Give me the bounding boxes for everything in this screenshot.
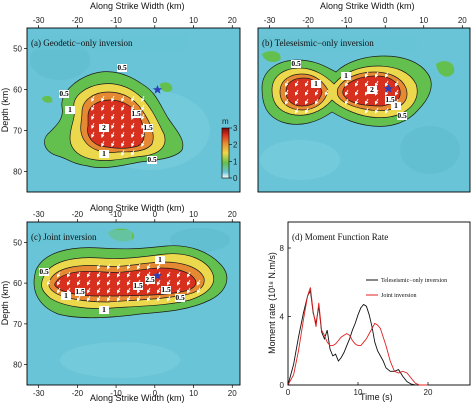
x-tick-label: -30 bbox=[264, 16, 276, 25]
contour-label: 0.5 bbox=[175, 293, 185, 302]
x-tick-label: 20 bbox=[228, 389, 237, 398]
contour-label: 1 bbox=[64, 291, 68, 300]
colorbar-tick: 0 bbox=[233, 174, 238, 183]
y-tick-label: 80 bbox=[13, 168, 22, 177]
top-axis-title: Along Strike Width (km) bbox=[90, 1, 185, 11]
x-tick-label: 10 bbox=[419, 16, 428, 25]
contour-label: 0.5 bbox=[39, 267, 49, 276]
contour-label: 0.5 bbox=[59, 89, 69, 98]
y-tick-label: 50 bbox=[13, 238, 22, 247]
contour-label: 1.5 bbox=[161, 285, 171, 294]
contour-label: 0.5 bbox=[291, 59, 301, 68]
svg-text:Depth (km): Depth (km) bbox=[0, 281, 10, 326]
moment-rate-ylabel: Moment rate (10¹⁸ N.m/s) bbox=[267, 252, 277, 354]
colorbar-tick: 1 bbox=[233, 157, 238, 166]
colorbar-tick: 3 bbox=[233, 124, 238, 133]
contour-label: 1 bbox=[394, 101, 398, 110]
x-tick-label: 10 bbox=[189, 389, 198, 398]
x-tick-label: -30 bbox=[33, 389, 45, 398]
contour-label: 1 bbox=[102, 149, 106, 158]
x-tick-label: -20 bbox=[72, 389, 84, 398]
depth-axis-title-a: Depth (km) bbox=[0, 88, 10, 133]
x-tick-label: 0 bbox=[286, 388, 291, 397]
panel-d-title: (d) Moment Function Rate bbox=[292, 232, 388, 242]
x-tick-label: -20 bbox=[72, 210, 84, 219]
svg-text:Depth (km): Depth (km) bbox=[0, 88, 10, 133]
top-axis-title-b: Along Strike Width (km) bbox=[320, 1, 415, 11]
contour-label: 2 bbox=[370, 85, 374, 94]
contour-label: 2 bbox=[102, 123, 106, 132]
contour-label: 2.5 bbox=[145, 275, 155, 284]
x-tick-label: -10 bbox=[110, 16, 122, 25]
contour-label: 1 bbox=[68, 105, 72, 114]
y-tick-label: 4 bbox=[280, 313, 285, 322]
y-tick-label: 60 bbox=[13, 86, 22, 95]
contour-label: 0.5 bbox=[117, 63, 127, 72]
panel-a-x-ticks: -30 -20 -10 0 10 20 bbox=[33, 16, 237, 28]
contour-label: 1.5 bbox=[131, 109, 141, 118]
panel-b-x-ticks: -30 -20 -10 0 10 20 bbox=[264, 16, 468, 28]
x-tick-label: -10 bbox=[341, 16, 353, 25]
panel-d-frame bbox=[288, 222, 470, 385]
contour-label: 0.5 bbox=[147, 155, 157, 164]
panel-b: (b) Teleseismic−only inversion 0.51121.5… bbox=[258, 16, 470, 192]
y-tick-label: 80 bbox=[13, 361, 22, 370]
y-tick-label: 8 bbox=[280, 244, 285, 253]
y-tick-label: 70 bbox=[13, 127, 22, 136]
depth-label-a: Depth bbox=[0, 108, 10, 132]
y-tick-label: 70 bbox=[13, 320, 22, 329]
panel-c-title: (c) Joint inversion bbox=[31, 232, 97, 242]
x-tick-label: 20 bbox=[228, 16, 237, 25]
contour-label: 1 bbox=[158, 255, 162, 264]
panel-c: (c) Joint inversion 0.51 1.512.51.5 1.510.… bbox=[13, 210, 240, 398]
depth-axis-title-c: Depth (km) bbox=[0, 281, 10, 326]
x-tick-label: 10 bbox=[189, 210, 198, 219]
depth-unit-a: (km) bbox=[0, 88, 10, 106]
contour-label: 1 bbox=[344, 71, 348, 80]
contour-label: 1 bbox=[102, 305, 106, 314]
panel-d: (d) Moment Function Rate Teleseismic−onl… bbox=[280, 222, 470, 397]
y-tick-label: 60 bbox=[13, 279, 22, 288]
panel-c-y-ticks: 50 60 70 80 bbox=[13, 238, 27, 369]
x-tick-label: 20 bbox=[458, 16, 467, 25]
legend-label: Teleseismic−only inversion bbox=[381, 278, 447, 284]
contour-label: 1.5 bbox=[133, 281, 143, 290]
contour-label: 1.5 bbox=[143, 123, 153, 132]
panel-a-y-ticks: 50 60 70 80 bbox=[13, 45, 27, 177]
colorbar-label: m bbox=[222, 117, 229, 126]
depth-label-c: Depth bbox=[0, 301, 10, 325]
x-tick-label: 0 bbox=[383, 16, 388, 25]
x-tick-label: -30 bbox=[33, 16, 45, 25]
middle-axis-title: Along Strike Width (km) bbox=[90, 203, 185, 213]
x-tick-label: -30 bbox=[33, 210, 45, 219]
colorbar-tick: 2 bbox=[233, 141, 238, 150]
contour-label: 0.5 bbox=[397, 111, 407, 120]
legend-label: Joint inversion bbox=[381, 293, 417, 299]
contour-label: 1.5 bbox=[75, 287, 85, 296]
y-tick-label: 50 bbox=[13, 45, 22, 54]
panel-a: (a) Geodetic−only inversion 0.5 0.5 1 1.5 2 1… bbox=[13, 16, 240, 192]
y-tick-label: 0 bbox=[280, 381, 285, 390]
bottom-axis-title: Along Strike Width (km) bbox=[90, 393, 185, 403]
time-xlabel: Time (s) bbox=[360, 392, 393, 402]
x-tick-label: 0 bbox=[153, 16, 158, 25]
x-tick-label: 20 bbox=[228, 210, 237, 219]
x-tick-label: 20 bbox=[424, 388, 433, 397]
panel-a-title: (a) Geodetic−only inversion bbox=[31, 38, 133, 48]
svg-text:Moment rate (10¹⁸ N.m/s): Moment rate (10¹⁸ N.m/s) bbox=[267, 252, 277, 354]
depth-unit-c: (km) bbox=[0, 281, 10, 299]
panel-b-title: (b) Teleseismic−only inversion bbox=[262, 38, 374, 48]
x-tick-label: 10 bbox=[189, 16, 198, 25]
x-tick-label: -20 bbox=[302, 16, 314, 25]
contour-label: 1 bbox=[314, 79, 318, 88]
x-tick-label: -20 bbox=[72, 16, 84, 25]
